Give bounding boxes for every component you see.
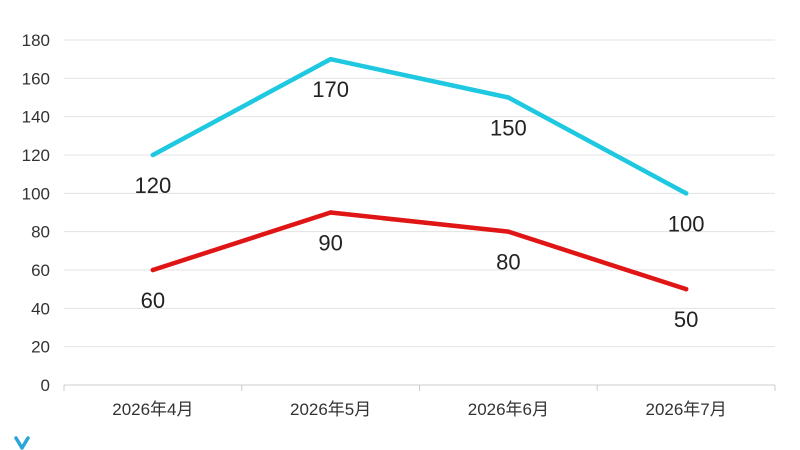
x-tick-label: 2026年5月 (290, 400, 371, 419)
series-2-line (150, 210, 689, 292)
series-2-point (150, 267, 156, 273)
series-1-data-label: 170 (312, 77, 349, 102)
series-2-data-label: 90 (318, 231, 342, 256)
gridlines (64, 39, 775, 348)
series-2-data-label: 80 (496, 250, 520, 275)
series-1-data-label: 120 (135, 173, 172, 198)
series-1-data-label: 100 (668, 211, 705, 236)
y-tick-label: 120 (22, 146, 50, 165)
series-1-line (150, 56, 689, 196)
y-tick-label: 180 (22, 31, 50, 50)
series-1-point (328, 56, 333, 62)
x-tick-label: 2026年6月 (468, 400, 549, 419)
series-1-point (683, 191, 689, 196)
series-2-point (506, 229, 511, 234)
series-2-point (328, 210, 333, 215)
y-tick-label: 80 (31, 223, 50, 242)
y-tick-label: 160 (22, 69, 50, 88)
y-tick-label: 100 (22, 184, 50, 203)
series-1-data-label: 150 (490, 116, 527, 141)
series-2-data-label: 60 (141, 288, 165, 313)
series-2-data-label: 50 (674, 307, 698, 332)
series-lines (150, 56, 689, 292)
x-tick-label: 2026年4月 (112, 400, 193, 419)
y-tick-label: 140 (22, 108, 50, 127)
series-2-point (683, 286, 689, 292)
data-labels: 120 170 150 100 60 90 80 50 (135, 77, 705, 332)
y-tick-label: 20 (31, 338, 50, 357)
series-1-point (506, 95, 511, 100)
axes: 0 20 40 60 80 100 120 140 160 180 2026年4月 2026年5月 20… (22, 31, 776, 419)
y-tick-label: 40 (31, 299, 50, 318)
series-1-point (150, 152, 156, 158)
y-tick-label: 60 (31, 261, 50, 280)
brand-logo-icon (14, 436, 30, 450)
y-tick-label: 0 (41, 376, 50, 395)
x-tick-label: 2026年7月 (645, 400, 726, 419)
